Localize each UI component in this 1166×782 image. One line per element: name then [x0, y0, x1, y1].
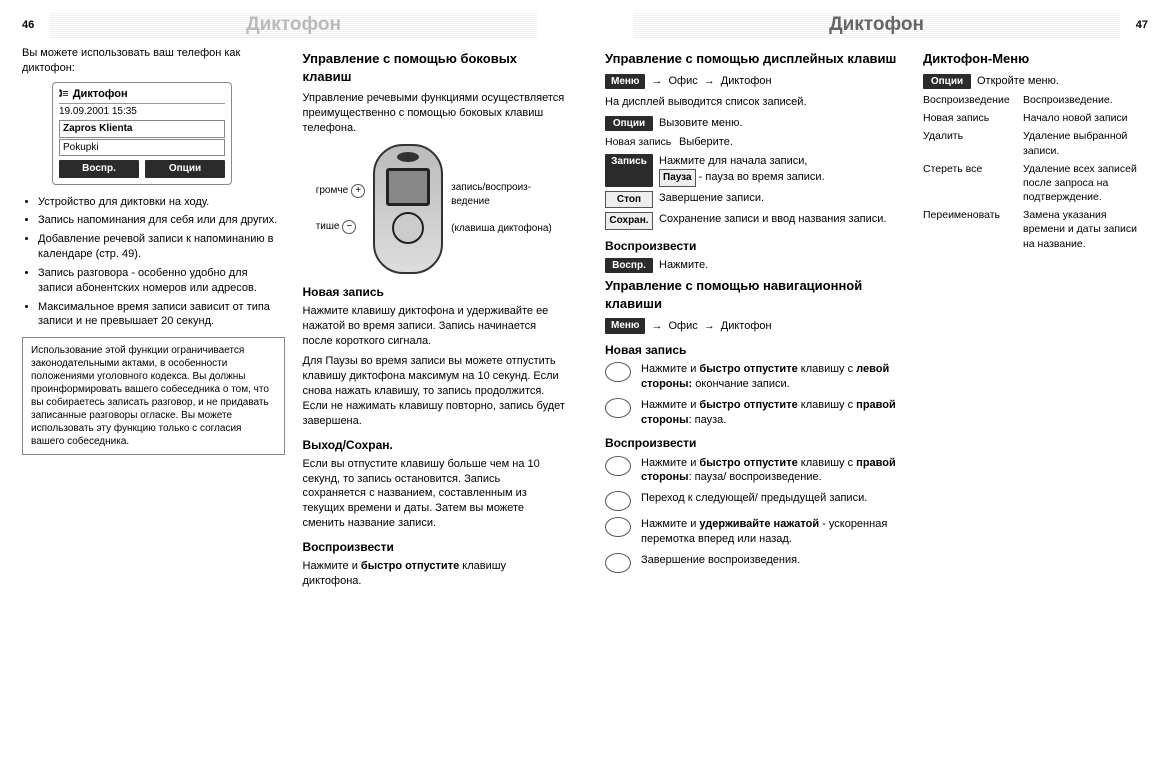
softkey-options: Опции: [145, 160, 225, 178]
row-record: Запись Нажмите для начала записи, Пауза …: [605, 154, 905, 186]
list-intro: На дисплей выводится список записей.: [605, 95, 905, 110]
nav-key-heading: Управление с помощью навигационной клави…: [605, 277, 905, 312]
menu-key: Переименовать: [923, 208, 1015, 251]
navkey-icon: [605, 456, 631, 476]
nav-instruction: Нажмите и быстро отпустите клавишу с пра…: [605, 456, 905, 486]
menu-val: Удаление всех записей после запроса на п…: [1023, 162, 1148, 205]
navkey-icon: [605, 491, 631, 511]
left-col1: Вы можете использовать ваш телефон как д…: [22, 46, 285, 595]
phone-screen-datetime: 19.09.2001 15:35: [59, 104, 225, 120]
minus-icon: −: [342, 220, 356, 234]
row-stop: Стоп Завершение записи.: [605, 191, 905, 209]
phone-screen-title: 🕽≡ Диктофон: [59, 87, 225, 104]
feature-bullets: Устройство для диктовки на ходу. Запись …: [22, 195, 285, 330]
playback-heading: Воспроизвести: [605, 238, 905, 254]
nav-instruction: Завершение воспроизведения.: [605, 553, 905, 573]
page-number-right: 47: [1120, 18, 1148, 33]
new-recording-p2: Для Паузы во время записи вы можете отпу…: [303, 354, 566, 428]
phone-diagram: громче+ тише− запись/воспроиз- ведение (…: [303, 144, 566, 274]
new-recording-p1: Нажмите клавишу диктофона и удерживайте …: [303, 304, 566, 349]
list-item: Запись разговора - особенно удобно для з…: [38, 266, 285, 296]
row-play: Воспр. Нажмите.: [605, 258, 905, 274]
dictaphone-menu-table: Воспроизведение Воспроизведение. Новая з…: [923, 93, 1148, 251]
row-save: Сохран. Сохранение записи и ввод названи…: [605, 212, 905, 230]
page-right: Диктофон 47 Управление с помощью дисплей…: [583, 0, 1166, 782]
side-keys-intro: Управление речевыми функциями осуществля…: [303, 91, 566, 136]
nav-play-heading: Воспроизвести: [605, 435, 905, 451]
breadcrumb: Меню → Офис → Диктофон: [605, 318, 905, 334]
options-chip: Опции: [923, 74, 971, 90]
exit-save-heading: Выход/Сохран.: [303, 437, 566, 453]
recording-entry-2: Pokupki: [59, 139, 225, 157]
breadcrumb: Меню → Офис → Диктофон: [605, 74, 905, 90]
arrow-icon: →: [704, 74, 715, 89]
phone-illustration: [373, 144, 443, 274]
intro-text: Вы можете использовать ваш телефон как д…: [22, 46, 285, 76]
options-chip: Опции: [605, 116, 653, 132]
arrow-icon: →: [651, 319, 662, 334]
page-header: 46 Диктофон: [22, 12, 565, 38]
navkey-icon: [605, 553, 631, 573]
arrow-icon: →: [704, 319, 715, 334]
page-header: Диктофон 47: [605, 12, 1148, 38]
menu-val: Воспроизведение.: [1023, 93, 1148, 107]
nav-newrec-heading: Новая запись: [605, 342, 905, 358]
list-item: Устройство для диктовки на ходу.: [38, 195, 285, 210]
list-item: Запись напоминания для себя или для друг…: [38, 213, 285, 228]
page-number-left: 46: [22, 18, 50, 33]
record-labels: запись/воспроиз- ведение (клавиша диктоф…: [451, 181, 552, 236]
dictaphone-menu-heading: Диктофон-Меню: [923, 50, 1148, 68]
menu-val: Замена указания времени и даты записи на…: [1023, 208, 1148, 251]
phone-screen-mock: 🕽≡ Диктофон 19.09.2001 15:35 Zapros Klie…: [52, 82, 232, 185]
plus-icon: +: [351, 184, 365, 198]
stop-chip: Стоп: [605, 191, 653, 209]
navkey-icon: [605, 362, 631, 382]
display-keys-heading: Управление с помощью дисплейных клавиш: [605, 50, 905, 68]
menu-val: Начало новой записи: [1023, 111, 1148, 125]
record-chip: Запись: [605, 154, 653, 186]
menu-key: Удалить: [923, 129, 1015, 157]
menu-val: Удаление выбранной записи.: [1023, 129, 1148, 157]
pause-chip: Пауза: [659, 169, 696, 187]
legal-notice: Использование этой функции ограничиваетс…: [22, 337, 285, 455]
volume-labels: громче+ тише−: [316, 184, 365, 234]
row-options: Опции Вызовите меню.: [605, 116, 905, 132]
dictaphone-icon: 🕽≡: [59, 87, 69, 102]
arrow-icon: →: [651, 74, 662, 89]
play-p: Нажмите и быстро отпустите клавишу дикто…: [303, 559, 566, 589]
page-title-left: Диктофон: [50, 12, 537, 38]
menu-chip: Меню: [605, 318, 645, 334]
right-col2: Диктофон-Меню Опции Откройте меню. Воспр…: [923, 46, 1148, 579]
recording-entry-1: Zapros Klienta: [59, 120, 225, 138]
play-chip: Воспр.: [605, 258, 653, 274]
nav-instruction: Нажмите и удерживайте нажатой - ускоренн…: [605, 517, 905, 547]
menu-key: Воспроизведение: [923, 93, 1015, 107]
play-heading: Воспроизвести: [303, 539, 566, 555]
page-title-right: Диктофон: [633, 12, 1120, 38]
list-item: Добавление речевой записи к напоминанию …: [38, 232, 285, 262]
menu-key: Новая запись: [923, 111, 1015, 125]
row-open-menu: Опции Откройте меню.: [923, 74, 1148, 90]
row-newrec: Новая запись Выберите.: [605, 135, 905, 150]
exit-save-p: Если вы отпустите клавишу больше чем на …: [303, 457, 566, 531]
list-item: Максимальное время записи зависит от тип…: [38, 300, 285, 330]
menu-chip: Меню: [605, 74, 645, 90]
nav-instruction: Нажмите и быстро отпустите клавишу с лев…: [605, 362, 905, 392]
side-keys-heading: Управление с помощью боковых клавиш: [303, 50, 566, 85]
navkey-icon: [605, 517, 631, 537]
softkey-play: Воспр.: [59, 160, 139, 178]
left-col2: Управление с помощью боковых клавиш Упра…: [303, 46, 566, 595]
right-col1: Управление с помощью дисплейных клавиш М…: [605, 46, 905, 579]
menu-key: Стереть все: [923, 162, 1015, 205]
nav-instruction: Переход к следующей/ предыдущей записи.: [605, 491, 905, 511]
navkey-icon: [605, 398, 631, 418]
save-chip: Сохран.: [605, 212, 653, 230]
nav-instruction: Нажмите и быстро отпустите клавишу с пра…: [605, 398, 905, 428]
page-left: 46 Диктофон Вы можете использовать ваш т…: [0, 0, 583, 782]
new-recording-heading: Новая запись: [303, 284, 566, 300]
